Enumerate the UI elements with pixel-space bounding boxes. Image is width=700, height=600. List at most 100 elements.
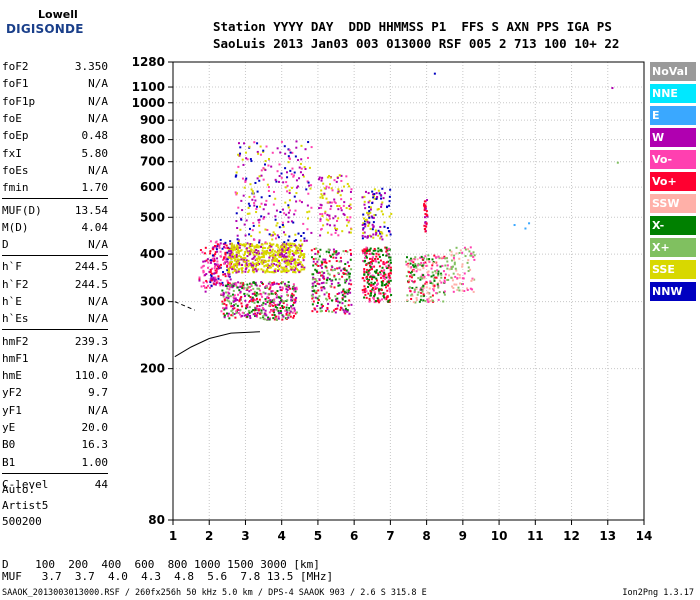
echo-point bbox=[204, 290, 207, 293]
echo-point bbox=[321, 270, 324, 273]
echo-point bbox=[343, 201, 346, 204]
echo-point bbox=[237, 293, 240, 296]
echo-point bbox=[414, 263, 417, 266]
echo-point bbox=[424, 282, 427, 285]
echo-point bbox=[228, 262, 231, 265]
echo-point bbox=[311, 310, 314, 313]
echo-point bbox=[235, 310, 238, 313]
echo-point bbox=[513, 224, 516, 227]
echo-point bbox=[320, 282, 323, 285]
echo-point bbox=[384, 277, 387, 280]
param-value: 239.3 bbox=[74, 334, 108, 348]
echo-point bbox=[371, 216, 374, 219]
echo-point bbox=[230, 243, 233, 246]
echo-point bbox=[275, 224, 278, 227]
echo-point bbox=[244, 265, 247, 268]
echo-point bbox=[443, 281, 446, 284]
param-row: hmF2 239.3 bbox=[2, 332, 108, 349]
echo-point bbox=[205, 273, 208, 276]
echo-point bbox=[228, 292, 231, 295]
echo-point bbox=[363, 279, 366, 282]
echo-point bbox=[273, 257, 276, 260]
echo-point bbox=[332, 217, 335, 220]
echo-point bbox=[251, 257, 254, 260]
echo-point bbox=[340, 174, 343, 177]
echo-point bbox=[428, 287, 431, 290]
echo-point bbox=[272, 255, 275, 258]
echo-point bbox=[424, 207, 427, 210]
echo-point bbox=[255, 262, 258, 265]
echo-point bbox=[212, 260, 215, 263]
echo-point bbox=[300, 167, 303, 170]
echo-point bbox=[342, 272, 345, 275]
echo-point bbox=[428, 260, 431, 263]
echo-point bbox=[323, 192, 326, 195]
echo-point bbox=[333, 224, 336, 227]
echo-point bbox=[388, 256, 391, 259]
echo-point bbox=[258, 245, 261, 248]
echo-point bbox=[292, 174, 295, 177]
echo-point bbox=[231, 268, 234, 271]
echo-point bbox=[230, 314, 233, 317]
echo-point bbox=[344, 295, 347, 298]
lowell-digisonde-logo: Lowell DIGISONDE bbox=[4, 6, 83, 38]
param-name: foE bbox=[2, 112, 22, 126]
echo-point bbox=[222, 312, 225, 315]
echo-point bbox=[389, 259, 392, 262]
y-tick-label: 300 bbox=[140, 295, 165, 309]
echo-point bbox=[301, 243, 304, 246]
echo-point bbox=[310, 249, 313, 252]
echo-point bbox=[425, 281, 428, 284]
echo-point bbox=[216, 265, 219, 268]
echo-point bbox=[385, 250, 388, 253]
echo-point bbox=[287, 161, 290, 164]
echo-point bbox=[258, 307, 261, 310]
echo-point bbox=[381, 201, 384, 204]
echo-point bbox=[361, 223, 364, 226]
echo-point bbox=[264, 260, 267, 263]
echo-point bbox=[248, 301, 251, 304]
echo-point bbox=[214, 276, 217, 279]
echo-point bbox=[255, 284, 258, 287]
echo-point bbox=[250, 289, 253, 292]
echo-point bbox=[433, 277, 436, 280]
param-value: N/A bbox=[88, 163, 108, 177]
param-name: h`F bbox=[2, 260, 22, 274]
echo-point bbox=[350, 228, 353, 231]
echo-point bbox=[305, 188, 308, 191]
echo-point bbox=[270, 245, 273, 248]
param-row: foF1 N/A bbox=[2, 75, 108, 92]
echo-point bbox=[304, 148, 307, 151]
echo-point bbox=[221, 302, 224, 305]
echo-point bbox=[256, 287, 259, 290]
echo-point bbox=[423, 216, 426, 219]
echo-point bbox=[327, 295, 330, 298]
echo-point bbox=[427, 292, 430, 295]
echo-point bbox=[312, 300, 315, 303]
echo-point bbox=[258, 224, 261, 227]
echo-point bbox=[267, 292, 270, 295]
echo-point bbox=[428, 297, 431, 300]
echo-point bbox=[371, 223, 374, 226]
echo-point bbox=[268, 311, 271, 314]
echo-point bbox=[253, 293, 256, 296]
echo-point bbox=[275, 293, 278, 296]
echo-point bbox=[423, 203, 426, 206]
echo-point bbox=[209, 286, 212, 289]
echo-point bbox=[262, 150, 265, 153]
echo-point bbox=[243, 312, 246, 315]
echo-point bbox=[368, 248, 371, 251]
echo-point bbox=[421, 258, 424, 261]
echo-point bbox=[457, 286, 460, 289]
echo-point bbox=[210, 273, 213, 276]
echo-point bbox=[303, 254, 306, 257]
echo-point bbox=[230, 262, 233, 265]
legend-item: NNW bbox=[650, 282, 696, 301]
echo-point bbox=[284, 167, 287, 170]
auto-scaling-info: Auto: Artist5 500200 bbox=[2, 482, 48, 530]
param-name: foEp bbox=[2, 129, 29, 143]
echo-point bbox=[294, 244, 297, 247]
echo-point bbox=[337, 217, 340, 220]
echo-point bbox=[436, 269, 439, 272]
echo-point bbox=[437, 270, 440, 273]
